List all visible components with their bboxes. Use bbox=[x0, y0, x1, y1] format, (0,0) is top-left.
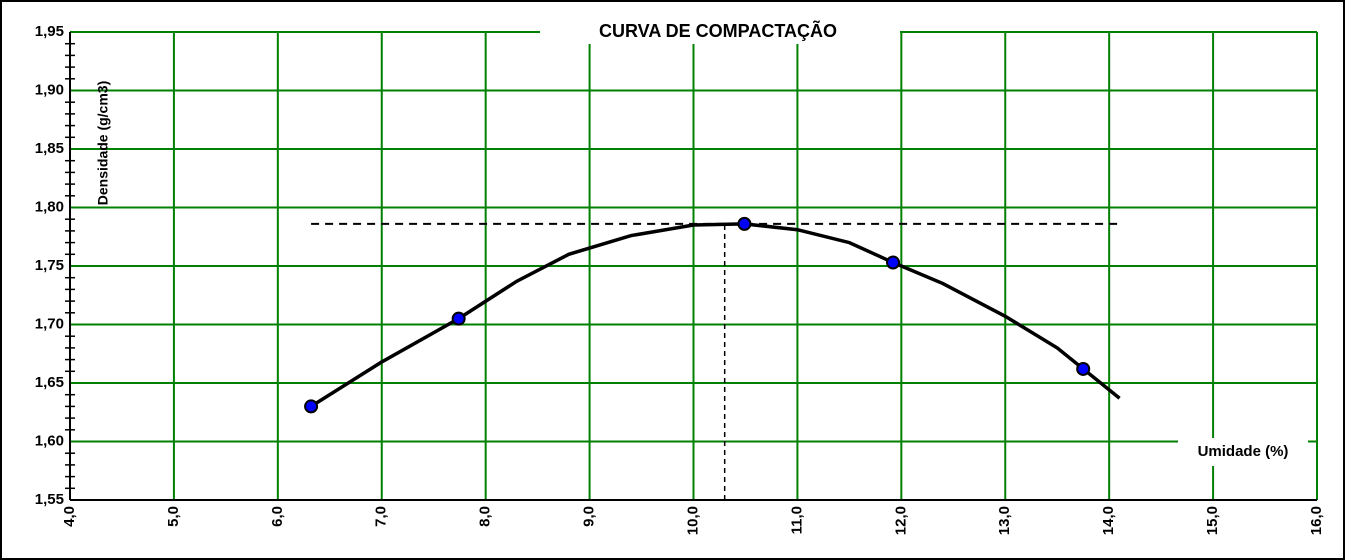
x-tick-label: 13,0 bbox=[996, 506, 1013, 535]
y-tick-label: 1,65 bbox=[35, 374, 64, 391]
x-tick-label: 5,0 bbox=[165, 506, 182, 527]
y-tick-label: 1,95 bbox=[35, 23, 64, 40]
x-tick-label: 6,0 bbox=[269, 506, 286, 527]
x-tick-label: 4,0 bbox=[61, 506, 78, 527]
x-tick-label: 12,0 bbox=[892, 506, 909, 535]
x-tick-label: 9,0 bbox=[581, 506, 598, 527]
x-tick-label: 16,0 bbox=[1308, 506, 1325, 535]
y-tick-label: 1,60 bbox=[35, 432, 64, 449]
data-point bbox=[737, 216, 752, 231]
x-tick-label: 8,0 bbox=[477, 506, 494, 527]
x-tick-label: 7,0 bbox=[373, 506, 390, 527]
y-tick-label: 1,80 bbox=[35, 198, 64, 215]
data-point bbox=[1076, 361, 1091, 376]
y-tick-label: 1,70 bbox=[35, 315, 64, 332]
x-label-bg bbox=[1178, 438, 1308, 466]
data-point bbox=[451, 311, 466, 326]
x-tick-label: 14,0 bbox=[1100, 506, 1117, 535]
x-tick-label: 15,0 bbox=[1204, 506, 1221, 535]
data-point bbox=[304, 399, 319, 414]
x-tick-label: 11,0 bbox=[788, 506, 805, 534]
x-axis-label: Umidade (%) bbox=[1198, 443, 1289, 460]
y-tick-label: 1,90 bbox=[35, 81, 64, 98]
title-bg bbox=[540, 20, 900, 44]
chart-title: CURVA DE COMPACTAÇÃO bbox=[599, 20, 837, 41]
y-tick-label: 1,55 bbox=[35, 491, 64, 508]
y-tick-label: 1,85 bbox=[35, 140, 64, 157]
x-tick-label: 10,0 bbox=[684, 506, 701, 535]
y-tick-label: 1,75 bbox=[35, 257, 64, 274]
y-axis-label: Densidade (g/cm3) bbox=[95, 81, 111, 205]
data-point bbox=[886, 255, 901, 270]
